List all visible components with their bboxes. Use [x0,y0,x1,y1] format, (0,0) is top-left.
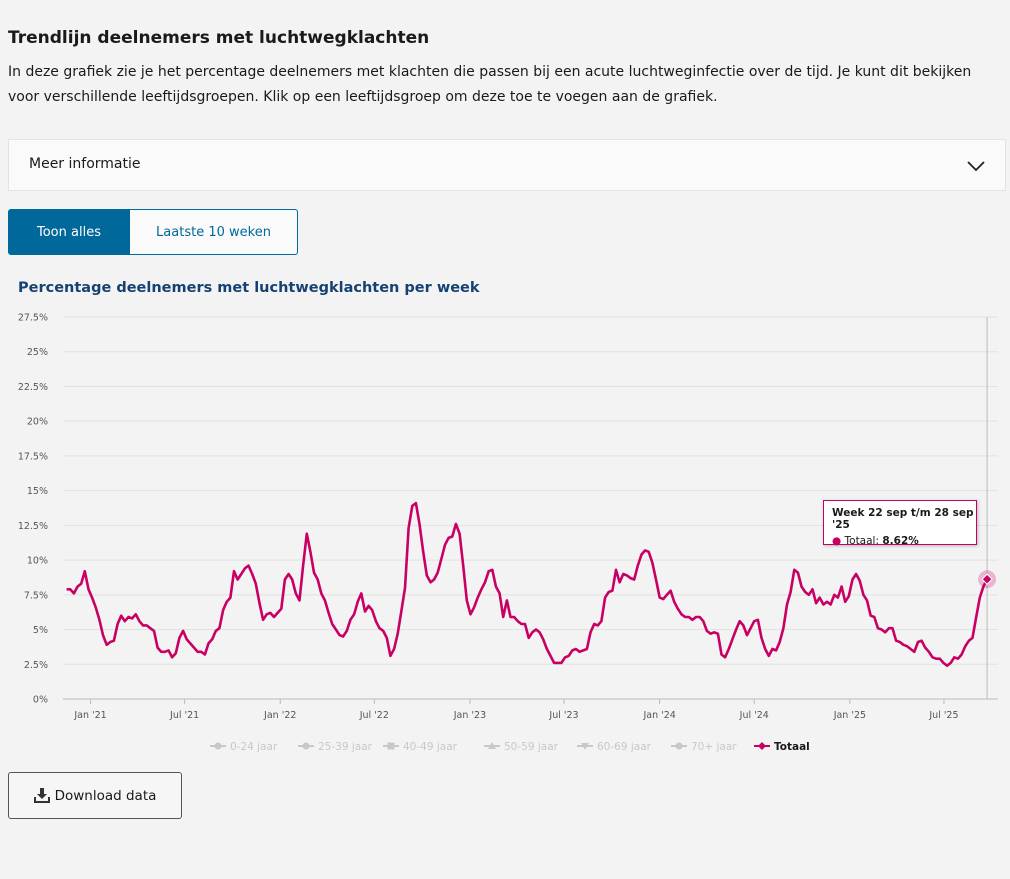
x-tick-label: Jul '22 [359,710,389,721]
accordion-label: Meer informatie [29,156,141,172]
tooltip-row: ● Totaal: 8.62% [832,535,976,547]
line-chart: 0% 2.5% 5% 7.5% 10% 12.5% 15% 17.5% 20% 22.5% 25% 2… [18,313,998,753]
more-info-accordion[interactable]: Meer informatie [8,139,1006,191]
legend-item[interactable]: 70+ jaar [671,741,737,753]
y-tick-label: 15% [27,486,48,497]
x-tick-label: Jan '21 [73,710,106,721]
legend-marker [675,742,683,750]
intro-text: In deze grafiek zie je het percentage de… [8,64,972,105]
chart-tooltip: Week 22 sep t/m 28 sep '25 ● Totaal: 8.6… [823,500,977,547]
y-tick-label: 7.5% [24,590,48,601]
legend-label: 25-39 jaar [318,741,373,753]
y-tick-label: 25% [27,347,48,358]
legend-marker [302,742,310,750]
chart-legend: 0-24 jaar 25-39 jaar 40-49 jaar 50-59 jaar 6… [210,741,810,753]
x-tick-label: Jul '24 [739,710,769,721]
highlight-point [981,573,993,585]
legend-marker [758,742,766,750]
legend-marker [581,743,589,750]
legend-item[interactable]: 40-49 jaar [383,741,458,753]
x-tick-label: Jul '25 [928,710,958,721]
y-tick-label: 27.5% [18,313,48,324]
series-layer [66,501,997,667]
x-tick-label: Jan '23 [453,710,486,721]
last-10-weeks-button[interactable]: Laatste 10 weken [130,209,298,255]
show-all-button[interactable]: Toon alles [8,209,130,255]
series-line-totaal [66,501,989,667]
legend-label: 0-24 jaar [230,741,278,753]
tooltip-dot-icon: ● [832,535,842,547]
legend-item[interactable]: Totaal [754,741,810,753]
page-title: Trendlijn deelnemers met luchtwegklachte… [8,28,430,48]
download-label: Download data [54,787,157,804]
tooltip-series-name: Totaal: [844,535,880,547]
download-icon [33,788,50,803]
period-toggle: Toon alles Laatste 10 weken [8,209,298,255]
y-tick-label: 0% [33,695,48,706]
chart-title: Percentage deelnemers met luchtwegklacht… [18,280,480,296]
y-tick-label: 20% [27,417,48,428]
y-axis: 0% 2.5% 5% 7.5% 10% 12.5% 15% 17.5% 20% 22.5% 25% 2… [18,313,48,706]
y-tick-label: 17.5% [18,451,48,462]
legend-marker [488,742,496,749]
y-tick-label: 2.5% [24,660,48,671]
legend-label: 40-49 jaar [403,741,458,753]
legend-marker [387,742,395,750]
legend-item[interactable]: 60-69 jaar [577,741,652,753]
legend-label: Totaal [774,741,810,753]
legend-label: 70+ jaar [691,741,737,753]
legend-item[interactable]: 0-24 jaar [210,741,278,753]
y-tick-label: 5% [33,625,48,636]
x-tick-label: Jul '21 [169,710,199,721]
y-tick-label: 10% [27,556,48,567]
y-tick-label: 12.5% [18,521,48,532]
x-tick-label: Jan '22 [263,710,296,721]
x-tick-label: Jul '23 [548,710,578,721]
x-tick-label: Jan '25 [833,710,866,721]
chevron-down-icon[interactable] [967,157,985,176]
legend-label: 60-69 jaar [597,741,652,753]
tooltip-value: 8.62% [882,535,919,547]
legend-item[interactable]: 50-59 jaar [484,741,559,753]
legend-marker [214,742,222,750]
legend-label: 50-59 jaar [504,741,559,753]
download-data-button[interactable]: Download data [8,772,182,819]
tooltip-title: Week 22 sep t/m 28 sep '25 [832,507,974,531]
x-axis: Jan '21 Jul '21 Jan '22 Jul '22 Jan '23 Jul '… [73,699,959,721]
legend-item[interactable]: 25-39 jaar [298,741,373,753]
y-tick-label: 22.5% [18,382,48,393]
x-tick-label: Jan '24 [642,710,675,721]
